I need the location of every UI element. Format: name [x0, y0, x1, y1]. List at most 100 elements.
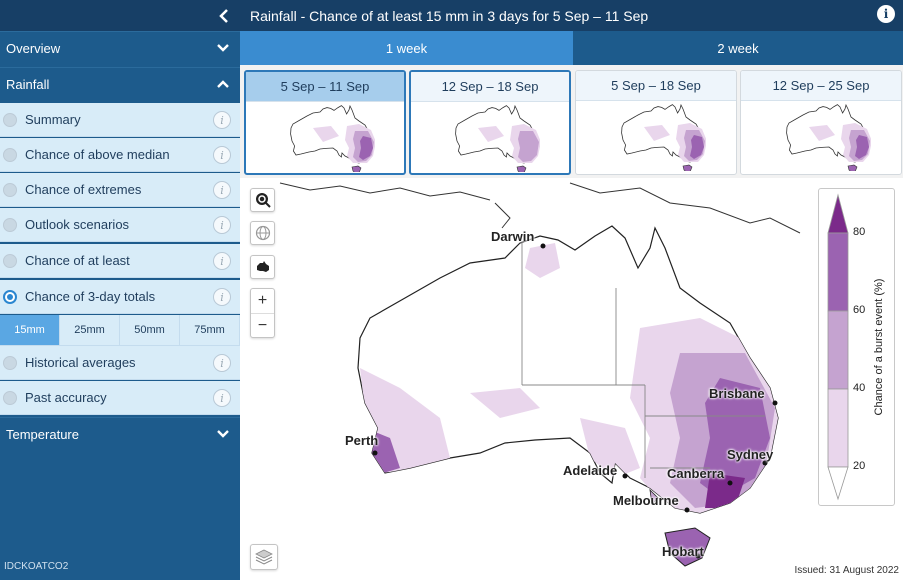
legend-tick-60: 60 [853, 304, 866, 316]
sidebar-item-historical-averages[interactable]: Historical averages i [0, 346, 240, 380]
sidebar-item-above-median[interactable]: Chance of above median i [0, 138, 240, 172]
sidebar-item-label: Chance of 3-day totals [25, 289, 156, 304]
radio-selected-icon[interactable] [3, 290, 17, 304]
radio-icon[interactable] [3, 183, 17, 197]
page-title: Rainfall - Chance of at least 15 mm in 3… [250, 7, 649, 24]
product-code: IDCKOATCO2 [4, 561, 69, 572]
city-label-perth: Perth [345, 433, 379, 448]
zoom-out-button[interactable]: − [251, 313, 274, 337]
mini-map-icon [455, 104, 540, 172]
tab-1-week[interactable]: 1 week [240, 31, 573, 65]
zoom-controls: + − [250, 288, 275, 338]
sidebar-item-chance-at-least[interactable]: Chance of at least i [0, 244, 240, 278]
collapse-sidebar-button[interactable] [0, 0, 240, 31]
chevron-down-icon [217, 44, 229, 52]
city-label-hobart: Hobart [662, 544, 704, 559]
city-label-adelaide: Adelaide [563, 463, 618, 478]
sidebar-item-label: Chance of at least [25, 253, 130, 268]
city-label-melbourne: Melbourne [613, 493, 679, 508]
info-icon[interactable]: i [213, 216, 231, 234]
threshold-50mm[interactable]: 50mm [120, 315, 180, 345]
threshold-75mm[interactable]: 75mm [180, 315, 240, 345]
threshold-15mm[interactable]: 15mm [0, 315, 60, 345]
globe-view-button[interactable] [250, 221, 275, 245]
legend-title: Chance of a burst event (%) [873, 278, 885, 416]
legend: 80 60 40 20 Chance of a burst event (%) [818, 188, 895, 506]
sidebar-item-summary[interactable]: Summary i [0, 103, 240, 137]
sidebar: Overview Rainfall Summary i Chance of ab… [0, 0, 240, 580]
sidebar-item-label: Chance of extremes [25, 182, 142, 197]
section-rainfall-label: Rainfall [6, 76, 50, 92]
thumbnail-5sep-18sep[interactable]: 5 Sep – 18 Sep [575, 70, 737, 175]
australia-view-button[interactable] [250, 255, 275, 279]
legend-tick-40: 40 [853, 382, 866, 394]
radio-icon[interactable] [3, 356, 17, 370]
section-rainfall[interactable]: Rainfall [0, 67, 240, 100]
thumbnail-label: 5 Sep – 18 Sep [576, 71, 736, 101]
radio-icon[interactable] [3, 254, 17, 268]
legend-tick-80: 80 [853, 226, 866, 238]
mini-map-icon [621, 103, 706, 171]
info-icon[interactable]: i [213, 111, 231, 129]
radio-icon[interactable] [3, 113, 17, 127]
threshold-25mm[interactable]: 25mm [60, 315, 120, 345]
info-icon[interactable]: i [213, 146, 231, 164]
australia-map[interactable] [240, 178, 903, 580]
coastline-timor [494, 202, 511, 229]
layers-button[interactable] [250, 544, 278, 570]
info-icon[interactable]: i [213, 181, 231, 199]
sidebar-item-3day-totals[interactable]: Chance of 3-day totals i [0, 280, 240, 314]
section-temperature[interactable]: Temperature [0, 417, 240, 450]
thumbnail-label: 12 Sep – 18 Sep [411, 72, 569, 102]
sidebar-item-label: Summary [25, 112, 81, 127]
tab-2-week[interactable]: 2 week [573, 31, 903, 65]
legend-colorbar [827, 193, 849, 501]
thumbnail-5sep-11sep[interactable]: 5 Sep – 11 Sep [244, 70, 406, 175]
sidebar-item-label: Chance of above median [25, 147, 170, 162]
radio-icon[interactable] [3, 218, 17, 232]
info-icon[interactable]: i [877, 5, 895, 23]
sidebar-item-label: Outlook scenarios [25, 217, 130, 232]
sidebar-item-extremes[interactable]: Chance of extremes i [0, 173, 240, 207]
map-view[interactable]: + − Darwin Brisbane Perth Sydney Adelaid… [240, 178, 903, 580]
thumbnail-label: 5 Sep – 11 Sep [246, 72, 404, 102]
search-icon [255, 193, 271, 208]
city-markers [372, 243, 778, 559]
mini-map-icon [786, 103, 871, 171]
city-label-brisbane: Brisbane [709, 386, 765, 401]
info-icon[interactable]: i [213, 252, 231, 270]
section-overview-label: Overview [6, 40, 61, 56]
info-icon[interactable]: i [213, 288, 231, 306]
sidebar-item-label: Past accuracy [25, 390, 107, 405]
coastline-north [279, 182, 491, 201]
city-label-darwin: Darwin [491, 229, 535, 244]
chevron-left-icon [219, 8, 228, 23]
thumbnail-label: 12 Sep – 25 Sep [741, 71, 901, 101]
radio-icon[interactable] [3, 148, 17, 162]
chevron-up-icon [217, 80, 229, 88]
kangaroo-island [649, 488, 659, 505]
issued-date: Issued: 31 August 2022 [794, 565, 899, 576]
threshold-selector: 15mm 25mm 50mm 75mm [0, 315, 240, 346]
city-label-sydney: Sydney [727, 447, 774, 462]
legend-tick-20: 20 [853, 460, 866, 472]
section-temperature-label: Temperature [6, 426, 79, 442]
chevron-down-icon [217, 430, 229, 438]
city-label-canberra: Canberra [667, 466, 725, 481]
info-icon[interactable]: i [213, 354, 231, 372]
info-icon[interactable]: i [213, 389, 231, 407]
sidebar-item-outlook-scenarios[interactable]: Outlook scenarios i [0, 208, 240, 242]
australia-icon [256, 261, 269, 272]
layers-icon [255, 549, 273, 565]
thumbnail-12sep-25sep[interactable]: 12 Sep – 25 Sep [740, 70, 902, 175]
zoom-in-button[interactable]: + [257, 292, 268, 309]
sidebar-item-past-accuracy[interactable]: Past accuracy i [0, 381, 240, 415]
state-borders [521, 241, 765, 478]
radio-icon[interactable] [3, 391, 17, 405]
coastline-png [569, 182, 801, 234]
page-header: Rainfall - Chance of at least 15 mm in 3… [240, 0, 903, 31]
thumbnail-12sep-18sep[interactable]: 12 Sep – 18 Sep [409, 70, 571, 175]
section-overview[interactable]: Overview [0, 31, 240, 64]
sidebar-item-label: Historical averages [25, 355, 136, 370]
search-map-button[interactable] [250, 188, 275, 212]
